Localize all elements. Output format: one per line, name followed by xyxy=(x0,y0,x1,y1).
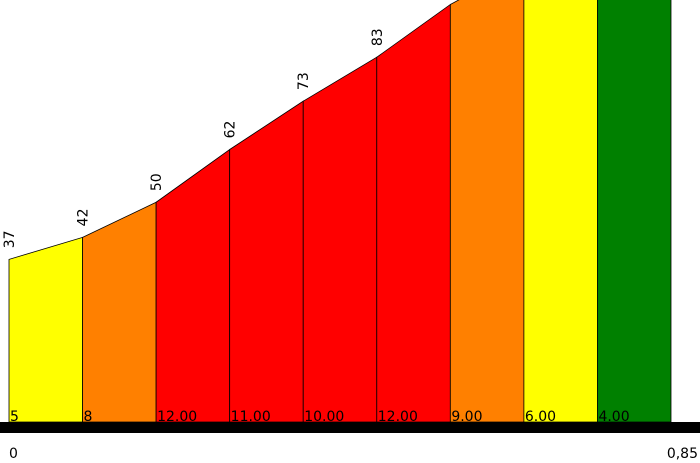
elevation-labels: 37425062738395104110112 xyxy=(2,28,386,248)
profile-segment xyxy=(8,236,83,423)
profile-segment xyxy=(82,201,157,423)
elevation-label: 50 xyxy=(149,173,165,191)
gradient-label: 5 xyxy=(10,409,19,425)
elevation-label: 62 xyxy=(223,121,239,139)
gradient-label: 12.00 xyxy=(157,409,197,425)
gradient-label: 6.00 xyxy=(525,409,556,425)
gradient-labels: 5 8 12.00 11.00 10.00 12.00 9.00 6.00 4.00 xyxy=(10,409,630,425)
profile-segment xyxy=(449,0,525,423)
profile-segment xyxy=(302,56,378,423)
x-axis-start-label: 0 xyxy=(9,446,18,462)
elevation-label: 73 xyxy=(296,72,312,90)
profile-segment xyxy=(229,100,304,423)
profile-segment xyxy=(597,0,672,423)
elevation-label: 83 xyxy=(370,28,386,46)
profile-segment xyxy=(155,148,231,423)
gradient-label: 4.00 xyxy=(598,409,629,425)
elevation-label: 42 xyxy=(76,208,92,226)
gradient-label: 8 xyxy=(84,409,93,425)
gradient-label: 10.00 xyxy=(304,409,344,425)
gradient-label: 9.00 xyxy=(451,409,482,425)
gradient-label: 11.00 xyxy=(231,409,271,425)
profile-segment xyxy=(376,3,451,423)
profile-segment xyxy=(523,0,598,423)
baseline-bar xyxy=(0,422,700,433)
elevation-label: 37 xyxy=(2,230,18,248)
gradient-label: 12.00 xyxy=(378,409,418,425)
x-axis-end-label: 0,85 xyxy=(667,446,698,462)
profile-segments xyxy=(8,0,672,423)
